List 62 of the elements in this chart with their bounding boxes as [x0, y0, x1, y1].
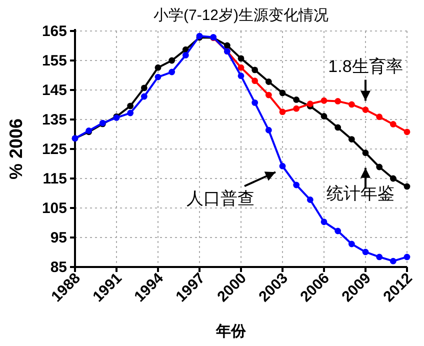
point	[376, 114, 383, 120]
point	[320, 113, 328, 120]
point	[182, 52, 189, 58]
point	[238, 55, 244, 62]
point	[348, 101, 355, 108]
point	[293, 96, 300, 103]
point	[265, 92, 272, 98]
point	[252, 78, 258, 84]
point	[127, 110, 134, 116]
y-tick-label: 165	[42, 23, 67, 40]
point	[390, 121, 396, 128]
point	[154, 74, 162, 80]
point	[279, 90, 286, 96]
y-tick-label: 145	[42, 82, 67, 99]
point	[238, 72, 244, 80]
point	[348, 136, 355, 142]
point	[390, 175, 396, 182]
point	[404, 183, 410, 190]
point	[154, 64, 162, 71]
y-tick-label: 85	[50, 259, 67, 276]
point	[376, 254, 383, 260]
point	[306, 100, 314, 108]
x-axis-title: 年份	[215, 323, 247, 340]
annotation: 人口普查	[186, 189, 254, 208]
point	[334, 228, 342, 234]
point	[334, 124, 342, 131]
y-tick-label: 95	[50, 230, 67, 246]
point	[348, 240, 355, 248]
point	[265, 78, 272, 85]
point	[293, 105, 300, 112]
point	[334, 98, 342, 104]
point	[168, 57, 176, 64]
point	[168, 68, 176, 76]
y-tick-label: 105	[42, 200, 67, 217]
point	[390, 258, 396, 264]
point	[140, 93, 148, 100]
annotation: 1.8生育率	[328, 56, 403, 76]
point	[306, 196, 314, 203]
chart-title: 小学(7-12岁)生源变化情况	[153, 7, 329, 24]
point	[362, 106, 369, 113]
point	[320, 218, 328, 226]
point	[362, 150, 369, 156]
y-tick-label: 115	[42, 170, 67, 188]
point	[404, 128, 410, 136]
point	[320, 97, 328, 104]
point	[127, 102, 134, 110]
point	[238, 64, 244, 71]
y-axis-title: % 2006	[6, 118, 26, 180]
point	[252, 99, 258, 106]
point	[404, 254, 410, 260]
point	[265, 126, 272, 134]
point	[279, 108, 286, 116]
point	[140, 84, 148, 92]
point	[376, 164, 383, 170]
y-tick-label: 155	[42, 52, 67, 70]
y-tick-label: 125	[42, 141, 67, 158]
point	[224, 42, 230, 49]
point	[293, 182, 300, 188]
point	[279, 162, 286, 170]
y-tick-label: 135	[42, 112, 67, 128]
point	[252, 66, 258, 74]
point	[362, 248, 369, 256]
